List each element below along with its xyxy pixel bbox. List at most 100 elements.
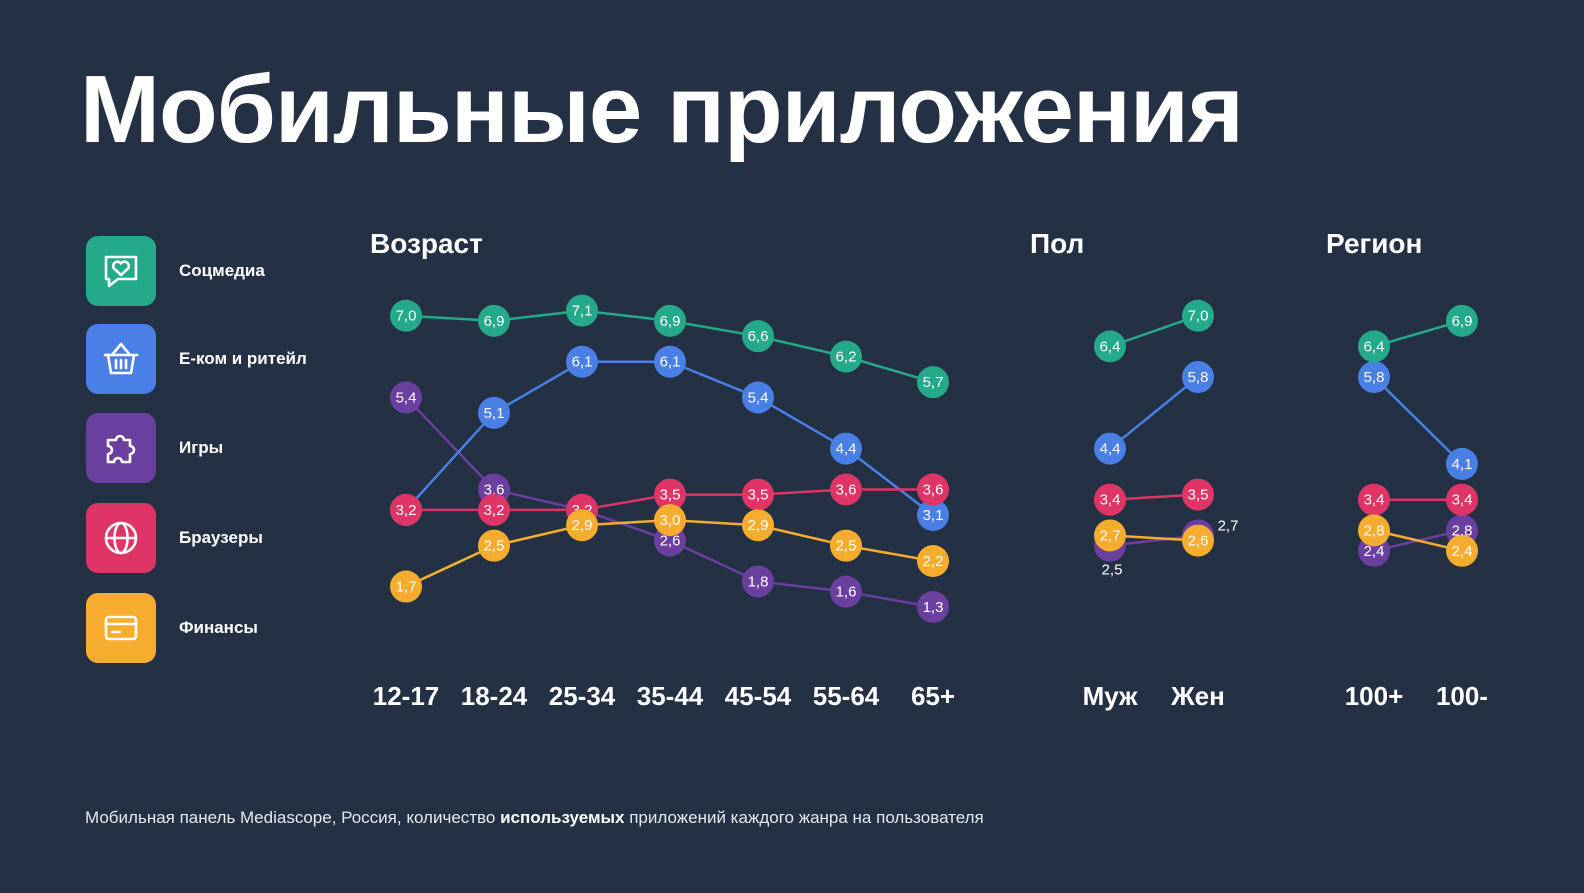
footnote-text-end: приложений каждого жанра на пользователя — [624, 808, 984, 827]
category-label: 25-34 — [549, 681, 616, 711]
data-label: 3,6 — [923, 481, 944, 498]
data-label: 3,6 — [836, 481, 857, 498]
data-label: 2,8 — [1452, 522, 1473, 539]
category-label: 45-54 — [725, 681, 792, 711]
data-point — [390, 299, 422, 332]
heart-chat-icon — [86, 236, 156, 306]
data-label: 5,4 — [748, 389, 769, 406]
data-point — [654, 345, 686, 378]
data-point — [742, 478, 774, 511]
basket-icon — [86, 324, 156, 394]
data-point — [1094, 483, 1126, 516]
data-label: 6,2 — [836, 349, 857, 366]
data-point — [1094, 330, 1126, 363]
data-label: 1,8 — [748, 573, 769, 590]
legend-item-socmedia: Соцмедиа — [86, 236, 346, 306]
data-point — [917, 366, 949, 399]
data-label: 3,2 — [484, 502, 505, 519]
data-point — [830, 473, 862, 506]
data-label: 6,6 — [748, 328, 769, 345]
data-point — [654, 504, 686, 537]
data-point — [830, 340, 862, 373]
data-point — [390, 570, 422, 603]
legend-label: Браузеры — [179, 528, 263, 547]
data-point — [478, 493, 510, 526]
data-point — [830, 432, 862, 465]
legend-item-ecom: Е-ком и ритейл — [86, 324, 346, 394]
data-label: 7,0 — [1188, 308, 1209, 325]
data-label: 7,1 — [572, 303, 593, 320]
category-label: 100+ — [1345, 681, 1404, 711]
data-point — [1358, 514, 1390, 547]
data-label: 1,6 — [836, 584, 857, 601]
data-point — [1358, 330, 1390, 363]
footnote-text: Мобильная панель Mediascope, Россия, кол… — [85, 808, 501, 827]
data-label: 2,7 — [1100, 527, 1121, 544]
globe-icon — [86, 503, 156, 573]
data-label: 2,5 — [836, 538, 857, 555]
data-label: 4,1 — [1452, 456, 1473, 473]
category-label: 12-17 — [373, 681, 440, 711]
category-label: 65+ — [911, 681, 955, 711]
data-label: 6,9 — [1452, 313, 1473, 330]
data-label: 2,6 — [660, 533, 681, 550]
legend-label: Игры — [179, 438, 224, 457]
data-label: 3,4 — [1100, 492, 1121, 509]
data-point — [566, 509, 598, 542]
category-label: 100- — [1436, 681, 1488, 711]
data-label: 2,4 — [1452, 543, 1473, 560]
section-title-gender: Пол — [1030, 228, 1085, 259]
data-point — [390, 381, 422, 414]
series-points: 2,5 2,7 4,4 5,8 6,4 7,0 3,4 3,5 2,7 2,6 — [1094, 299, 1238, 579]
data-label: 6,4 — [1364, 338, 1385, 355]
data-label: 3,6 — [484, 481, 505, 498]
data-point — [1358, 361, 1390, 394]
data-label: 2,2 — [923, 553, 944, 570]
data-point — [917, 591, 949, 623]
data-label: 3,5 — [660, 487, 681, 504]
legend-item-finance: Финансы — [86, 593, 346, 663]
data-label: 5,8 — [1364, 369, 1385, 386]
data-label: 6,1 — [572, 354, 593, 371]
category-label: 35-44 — [637, 681, 704, 711]
data-label: 3,4 — [1364, 492, 1385, 509]
data-point — [830, 575, 862, 608]
series-line — [1109, 376, 1199, 450]
data-point — [917, 545, 949, 578]
data-point — [742, 565, 774, 598]
data-label: 4,4 — [1100, 441, 1121, 458]
section-title-region: Регион — [1326, 228, 1423, 259]
data-point — [917, 473, 949, 506]
data-label: 2,8 — [1364, 522, 1385, 539]
data-label: 2,5 — [484, 538, 505, 555]
data-point — [478, 304, 510, 337]
footnote: Мобильная панель Mediascope, Россия, кол… — [85, 808, 984, 828]
data-point — [1446, 304, 1478, 337]
data-point — [478, 396, 510, 429]
category-label: Муж — [1083, 681, 1138, 711]
data-point — [1446, 447, 1478, 480]
data-point — [742, 320, 774, 353]
data-label: 3,0 — [660, 512, 681, 529]
puzzle-icon — [86, 413, 156, 483]
data-label: 6,9 — [484, 313, 505, 330]
data-label: 3,4 — [1452, 492, 1473, 509]
data-point — [1182, 361, 1214, 394]
data-point — [1446, 534, 1478, 567]
data-label: 3,1 — [923, 507, 944, 524]
data-point — [1182, 478, 1214, 511]
page-title: Мобильные приложения — [80, 56, 1244, 163]
data-point — [654, 478, 686, 511]
category-label: Жен — [1170, 681, 1225, 711]
section-title-age: Возраст — [370, 228, 483, 259]
data-point — [1094, 519, 1126, 552]
data-point — [1182, 299, 1214, 332]
data-label: 5,1 — [484, 405, 505, 422]
data-label: 7,0 — [396, 308, 417, 325]
data-label: 2,5 — [1102, 562, 1123, 579]
data-point — [1446, 483, 1478, 516]
legend-label: Финансы — [179, 618, 258, 637]
data-label: 5,7 — [923, 374, 944, 391]
legend-label: Е-ком и ритейл — [179, 349, 307, 368]
